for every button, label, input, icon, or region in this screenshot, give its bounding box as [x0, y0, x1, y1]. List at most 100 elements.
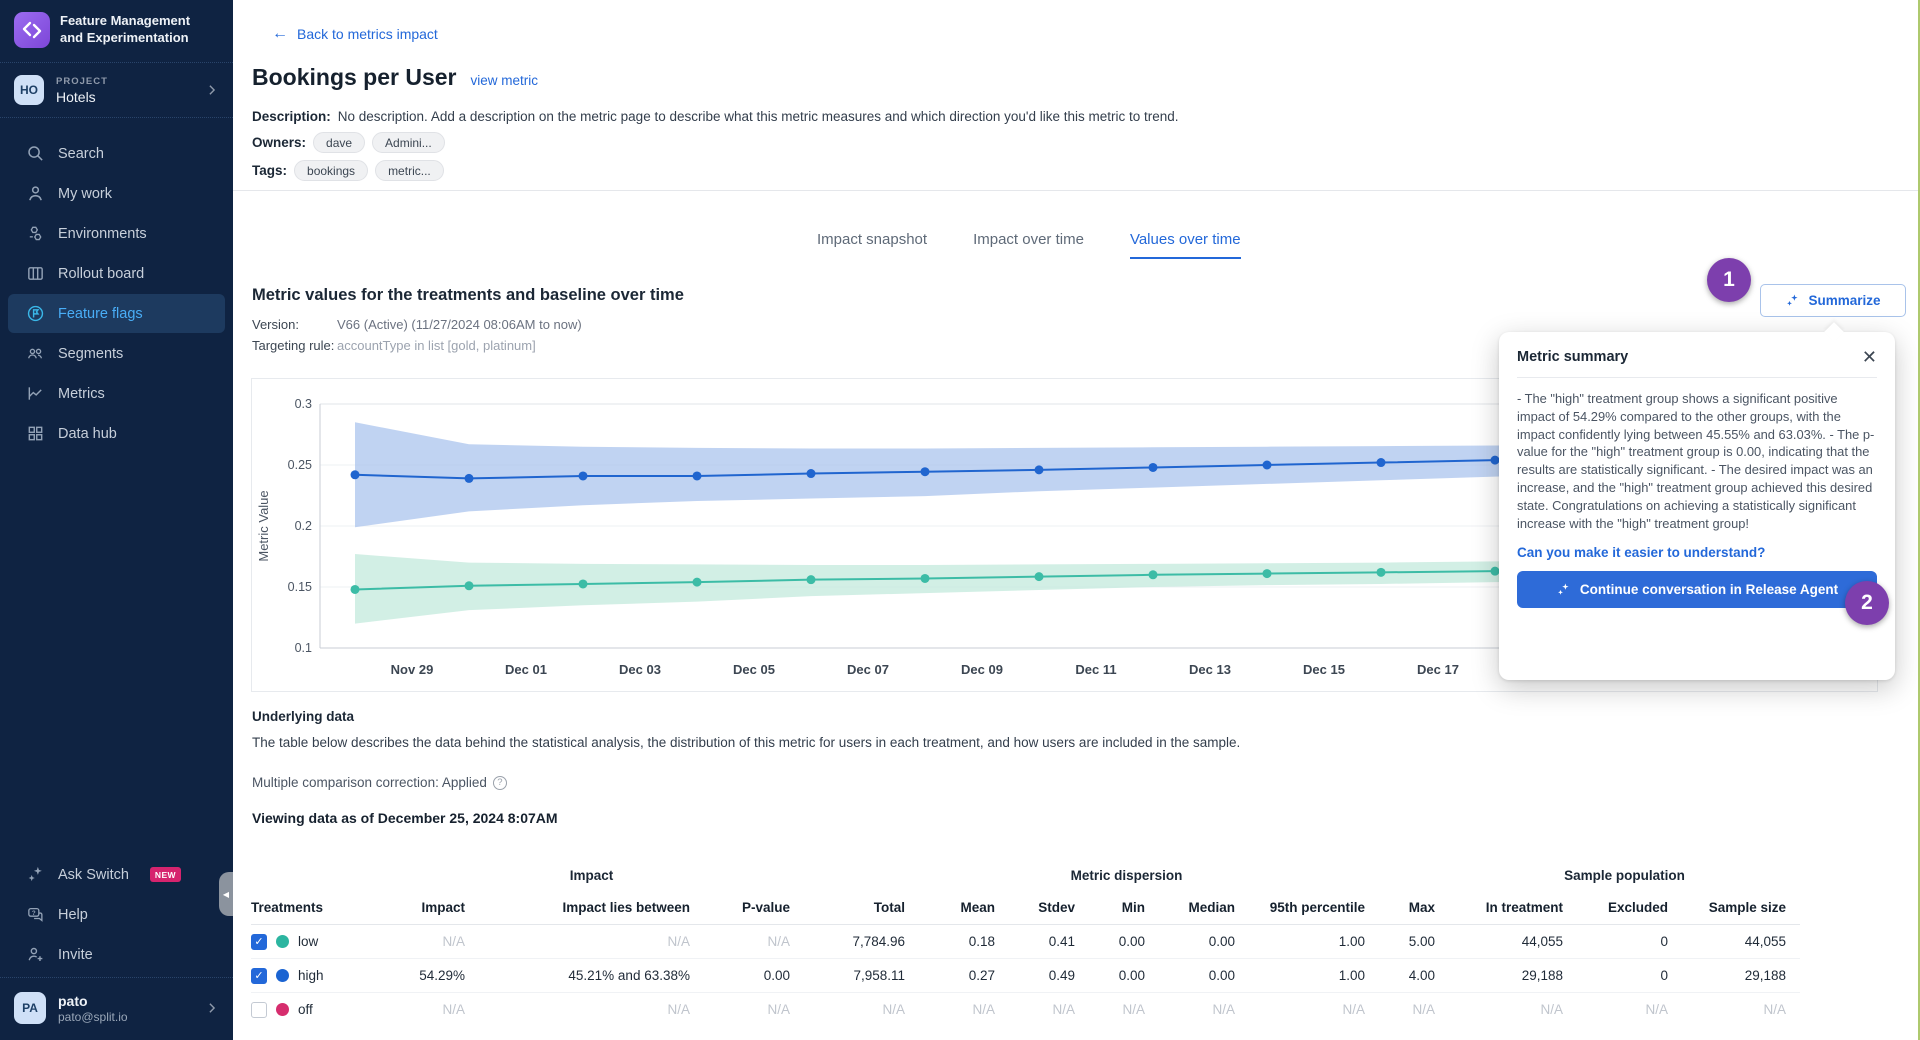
correction-line: Multiple comparison correction: Applied …: [252, 775, 507, 790]
table-value-cell: 0.00: [1089, 925, 1159, 959]
tab-values-over-time[interactable]: Values over time: [1129, 231, 1241, 259]
table-group-header: Sample population: [1564, 868, 1685, 883]
sidebar-item-invite[interactable]: Invite: [8, 935, 225, 974]
table-value-cell: 0.00: [1089, 959, 1159, 993]
sidebar-item-data-hub[interactable]: Data hub: [8, 414, 225, 453]
sidebar-item-label: Invite: [58, 946, 93, 963]
sidebar-divider: [0, 977, 233, 978]
underlying-data-title: Underlying data: [252, 709, 355, 724]
treatment-name: low: [298, 934, 319, 949]
table-value-cell: 45.21% and 63.38%: [479, 959, 704, 993]
table-value-cell: 7,784.96: [804, 925, 919, 959]
sidebar-item-label: Metrics: [58, 385, 105, 402]
tag-chip[interactable]: bookings: [294, 160, 369, 181]
continue-conversation-button[interactable]: Continue conversation in Release Agent: [1517, 571, 1877, 609]
tab-impact-over-time[interactable]: Impact over time: [973, 231, 1084, 248]
svg-text:Dec 01: Dec 01: [505, 662, 547, 677]
table-group-spacer: [251, 864, 379, 891]
split-logo-icon: [14, 12, 50, 48]
svg-text:0.1: 0.1: [295, 641, 312, 655]
search-icon: [26, 144, 45, 163]
svg-text:0.3: 0.3: [295, 397, 312, 411]
table-value-cell: N/A: [1763, 1002, 1786, 1017]
project-switcher[interactable]: HO PROJECT Hotels: [0, 65, 233, 115]
sidebar-item-my-work[interactable]: My work: [8, 174, 225, 213]
tag-chip[interactable]: metric...: [375, 160, 444, 181]
sidebar-item-label: Help: [58, 906, 88, 923]
treatment-checkbox[interactable]: ✓: [251, 967, 267, 984]
help-icon: ?: [26, 905, 45, 924]
sidebar-collapse-handle[interactable]: ◀: [219, 872, 233, 916]
tab-impact-snapshot[interactable]: Impact snapshot: [817, 231, 928, 248]
table-value-cell: 7,958.11: [804, 959, 919, 993]
main-content: ◀ ← Back to metrics impact Bookings per …: [219, 0, 1920, 1040]
data-hub-icon: [26, 424, 45, 443]
summarize-button[interactable]: Summarize: [1760, 284, 1906, 317]
sidebar-item-ask-switch[interactable]: Ask Switch NEW: [8, 855, 225, 894]
owner-chip[interactable]: Admini...: [372, 132, 445, 153]
table-value-cell: N/A: [442, 1002, 465, 1017]
sidebar-item-metrics[interactable]: Metrics: [8, 374, 225, 413]
svg-text:Dec 05: Dec 05: [733, 662, 775, 677]
underlying-data-table: Impact Metric dispersion Sample population…: [251, 864, 1800, 1026]
sidebar-item-label: Rollout board: [58, 265, 145, 282]
table-value-cell: 0.18: [919, 925, 1009, 959]
table-value-cell: 0.41: [1009, 925, 1089, 959]
treatment-checkbox[interactable]: [251, 1001, 267, 1018]
owner-chip[interactable]: dave: [313, 132, 366, 153]
project-badge: HO: [14, 75, 44, 105]
sidebar-item-help[interactable]: ? Help: [8, 895, 225, 934]
sidebar-item-environments[interactable]: Environments: [8, 214, 225, 253]
segments-icon: [26, 344, 45, 363]
table-value-cell: 0.00: [704, 959, 804, 993]
user-menu[interactable]: PA pato pato@split.io: [0, 980, 233, 1040]
sidebar-item-segments[interactable]: Segments: [8, 334, 225, 373]
table-value-cell: N/A: [479, 925, 704, 959]
sidebar-item-search[interactable]: Search: [8, 134, 225, 173]
table-column-header: Total: [804, 891, 919, 925]
table-value-cell: N/A: [667, 1002, 690, 1017]
followup-link[interactable]: Can you make it easier to understand?: [1517, 545, 1766, 561]
view-metric-link[interactable]: view metric: [470, 73, 539, 88]
window-edge: [1918, 0, 1920, 1040]
project-eyebrow: PROJECT: [56, 75, 108, 87]
table-value-cell: 4.00: [1379, 959, 1449, 993]
svg-text:Dec 17: Dec 17: [1417, 662, 1459, 677]
annotation-badge-2: 2: [1845, 581, 1889, 625]
treatment-name: off: [298, 1002, 313, 1017]
description-line: Description: No description. Add a descr…: [252, 109, 1179, 124]
table-value-cell: N/A: [1122, 1002, 1145, 1017]
viewing-data-line: Viewing data as of December 25, 2024 8:0…: [252, 810, 558, 826]
table-column-header: Sample size: [1682, 891, 1800, 925]
table-value-cell: N/A: [972, 1002, 995, 1017]
version-info: Version: V66 (Active) (11/27/2024 08:06A…: [252, 317, 582, 359]
table-column-header: Max: [1379, 891, 1449, 925]
sidebar-item-rollout-board[interactable]: Rollout board: [8, 254, 225, 293]
back-link[interactable]: ← Back to metrics impact: [272, 25, 438, 42]
svg-text:Dec 13: Dec 13: [1189, 662, 1231, 677]
sidebar-item-feature-flags[interactable]: Feature flags: [8, 294, 225, 333]
table-value-cell: N/A: [767, 1002, 790, 1017]
table-column-header: Treatments: [251, 891, 379, 925]
back-arrow-icon: ←: [272, 25, 288, 42]
treatment-checkbox[interactable]: ✓: [251, 933, 267, 950]
table-value-cell: 0.49: [1009, 959, 1089, 993]
close-icon[interactable]: ✕: [1861, 347, 1877, 367]
svg-text:?: ?: [32, 910, 36, 917]
avatar: PA: [14, 992, 46, 1024]
svg-text:0.15: 0.15: [288, 580, 312, 594]
help-circle-icon[interactable]: ?: [492, 775, 507, 790]
table-value-cell: N/A: [704, 925, 804, 959]
table-value-cell: 0.27: [919, 959, 1009, 993]
svg-text:Nov 29: Nov 29: [391, 662, 434, 677]
table-value-cell: 1.00: [1249, 925, 1379, 959]
table-value-cell: 5.00: [1379, 925, 1449, 959]
sidebar-divider: [0, 117, 233, 118]
sparkles-icon: [26, 865, 45, 884]
svg-text:Metric Value: Metric Value: [256, 490, 271, 561]
underlying-data-description: The table below describes the data behin…: [252, 735, 1241, 750]
my-work-icon: [26, 184, 45, 203]
title-row: Bookings per User view metric: [252, 64, 538, 91]
treatment-cell-high: ✓ high: [251, 959, 379, 993]
sidebar-item-label: Ask Switch: [58, 866, 129, 883]
